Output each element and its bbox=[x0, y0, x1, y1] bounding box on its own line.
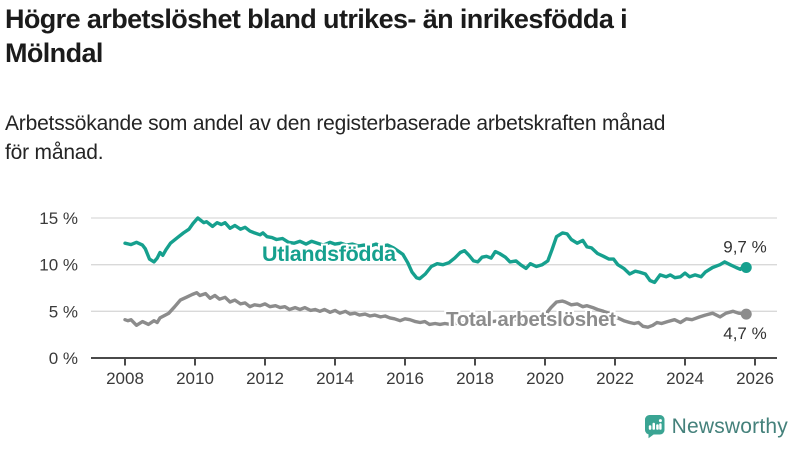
x-tick-label-2014: 2014 bbox=[316, 369, 354, 388]
x-tick-label-2016: 2016 bbox=[386, 369, 424, 388]
x-tick-label-2020: 2020 bbox=[526, 369, 564, 388]
series-end-value-total: 4,7 % bbox=[723, 324, 766, 343]
x-tick-label-2008: 2008 bbox=[106, 369, 144, 388]
x-tick-label-2010: 2010 bbox=[176, 369, 214, 388]
y-tick-label-15: 15 % bbox=[39, 209, 78, 228]
series-end-value-utlandsfodda: 9,7 % bbox=[723, 237, 766, 256]
y-tick-label-5: 5 % bbox=[49, 302, 78, 321]
x-tick-label-2022: 2022 bbox=[596, 369, 634, 388]
series-line-utlandsfodda bbox=[123, 216, 748, 285]
x-tick-label-2012: 2012 bbox=[246, 369, 284, 388]
page-subtitle: Arbetssökande som andel av den registerb… bbox=[5, 109, 790, 167]
series-line-total bbox=[123, 290, 748, 329]
page-title-line-2: Mölndal bbox=[5, 38, 103, 68]
series-end-dot-total bbox=[740, 308, 752, 320]
x-tick-label-2026: 2026 bbox=[736, 369, 774, 388]
x-tick-label-2024: 2024 bbox=[666, 369, 704, 388]
newsworthy-wordmark: Newsworthy bbox=[671, 414, 788, 438]
page-subtitle-line-1: Arbetssökande som andel av den registerb… bbox=[5, 112, 666, 135]
newsworthy-bar-chart-icon bbox=[644, 415, 665, 439]
page-title-line-1: Högre arbetslöshet bland utrikes- än inr… bbox=[5, 4, 628, 34]
page-subtitle-line-2: för månad. bbox=[5, 141, 104, 164]
newsworthy-logo: Newsworthy bbox=[644, 414, 788, 439]
series-label-total: Total arbetslöshet bbox=[446, 308, 616, 331]
y-tick-label-0: 0 % bbox=[49, 349, 78, 368]
y-tick-label-10: 10 % bbox=[39, 256, 78, 275]
page-title: Högre arbetslöshet bland utrikes- än inr… bbox=[5, 2, 780, 70]
line-chart: 0 % 5 % 10 % 15 % 2008 2010 2012 2014 2016 2018 20… bbox=[39, 209, 777, 388]
x-tick-label-2018: 2018 bbox=[456, 369, 494, 388]
series-label-utlandsfodda: Utlandsfödda bbox=[262, 242, 397, 266]
series-end-dot-utlandsfodda bbox=[740, 261, 752, 273]
